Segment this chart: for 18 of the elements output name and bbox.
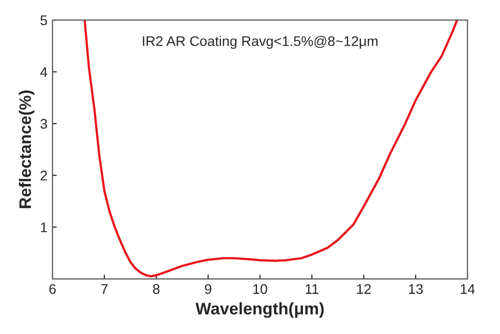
- x-tick-label: 8: [152, 284, 160, 294]
- y-tick-label: 5: [40, 16, 48, 26]
- x-tick-label: 11: [306, 284, 318, 294]
- y-axis-title: Reflectance(%): [18, 90, 34, 208]
- x-tick-label: 7: [101, 284, 108, 294]
- x-tick-label: 10: [253, 284, 268, 294]
- y-tick-label: 1: [40, 222, 47, 232]
- x-tick-label: 13: [408, 284, 423, 294]
- x-tick-label: 9: [204, 284, 212, 294]
- y-tick-label: 4: [40, 67, 48, 77]
- text: IR2 AR Coating Ravg<1.5%@8~12μm: [142, 36, 378, 49]
- line-series: [84, 20, 458, 278]
- x-tick-label: 6: [49, 284, 56, 294]
- x-tick-label: 12: [357, 284, 371, 294]
- x-tick-label: 14: [460, 284, 475, 294]
- x-axis-title: Wavelength(μm): [196, 302, 324, 318]
- y-tick-label: 3: [40, 118, 48, 129]
- y-tick-label: 2: [40, 170, 47, 180]
